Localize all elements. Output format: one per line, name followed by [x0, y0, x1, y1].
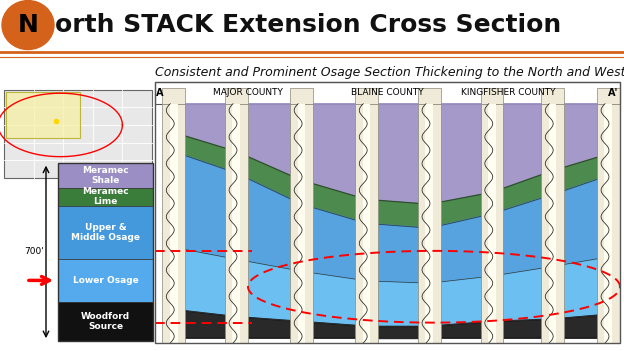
- Bar: [363, 104, 371, 343]
- Polygon shape: [553, 314, 608, 338]
- Bar: [597, 88, 620, 104]
- Polygon shape: [366, 326, 429, 338]
- Bar: [6, 92, 80, 138]
- Polygon shape: [366, 199, 429, 228]
- Bar: [356, 88, 378, 104]
- Bar: [298, 104, 305, 343]
- Polygon shape: [366, 223, 429, 283]
- Bar: [481, 104, 504, 343]
- Text: 700': 700': [24, 247, 44, 256]
- Polygon shape: [429, 276, 492, 326]
- Polygon shape: [301, 104, 366, 199]
- Polygon shape: [301, 204, 366, 281]
- Polygon shape: [553, 104, 608, 171]
- Text: Upper &
Middle Osage: Upper & Middle Osage: [71, 223, 140, 242]
- Text: Meramec
Lime: Meramec Lime: [82, 187, 129, 206]
- Bar: [290, 104, 313, 343]
- Bar: [58, 163, 153, 188]
- Bar: [58, 206, 153, 259]
- Bar: [542, 88, 563, 104]
- Polygon shape: [236, 104, 301, 180]
- Bar: [225, 104, 248, 343]
- Polygon shape: [173, 152, 236, 259]
- Bar: [155, 82, 620, 104]
- Text: BLAINE COUNTY: BLAINE COUNTY: [351, 88, 424, 97]
- Polygon shape: [492, 195, 553, 276]
- Polygon shape: [492, 319, 553, 338]
- Text: orth STACK Extension Cross Section: orth STACK Extension Cross Section: [55, 13, 561, 37]
- Text: A: A: [156, 88, 163, 98]
- Bar: [290, 88, 313, 104]
- Bar: [58, 302, 153, 341]
- Bar: [162, 88, 185, 104]
- Text: Woodford
Source: Woodford Source: [81, 312, 130, 331]
- Polygon shape: [301, 322, 366, 338]
- Bar: [542, 104, 563, 343]
- Polygon shape: [301, 180, 366, 223]
- Polygon shape: [236, 259, 301, 322]
- Polygon shape: [173, 132, 236, 173]
- Polygon shape: [429, 192, 492, 228]
- Polygon shape: [236, 317, 301, 338]
- Polygon shape: [236, 173, 301, 271]
- Polygon shape: [429, 104, 492, 204]
- Bar: [605, 104, 612, 343]
- Polygon shape: [366, 281, 429, 326]
- Polygon shape: [492, 171, 553, 214]
- Text: Meramec
Shale: Meramec Shale: [82, 166, 129, 185]
- Bar: [225, 88, 248, 104]
- Text: N: N: [17, 13, 39, 37]
- Bar: [162, 104, 185, 343]
- Polygon shape: [173, 247, 236, 317]
- Text: Consistent and Prominent Osage Section Thickening to the North and West: Consistent and Prominent Osage Section T…: [155, 66, 624, 79]
- Bar: [4, 90, 152, 178]
- Text: KINGFISHER COUNTY: KINGFISHER COUNTY: [461, 88, 555, 97]
- Bar: [58, 188, 153, 206]
- Text: Lower Osage: Lower Osage: [72, 276, 139, 285]
- Text: MAJOR COUNTY: MAJOR COUNTY: [213, 88, 283, 97]
- Polygon shape: [236, 152, 301, 204]
- Bar: [548, 104, 557, 343]
- Polygon shape: [492, 104, 553, 192]
- Bar: [58, 163, 153, 341]
- Polygon shape: [429, 322, 492, 338]
- Bar: [356, 104, 378, 343]
- Bar: [170, 104, 177, 343]
- Polygon shape: [492, 266, 553, 322]
- Polygon shape: [553, 154, 608, 195]
- Bar: [155, 104, 620, 343]
- Text: A': A': [608, 88, 618, 98]
- Polygon shape: [366, 104, 429, 204]
- Bar: [58, 259, 153, 302]
- Bar: [155, 82, 620, 343]
- Polygon shape: [553, 257, 608, 319]
- Polygon shape: [553, 176, 608, 266]
- Bar: [426, 104, 433, 343]
- Polygon shape: [173, 310, 236, 338]
- Bar: [233, 104, 240, 343]
- Bar: [418, 104, 441, 343]
- Ellipse shape: [2, 1, 54, 49]
- Bar: [481, 88, 504, 104]
- Polygon shape: [429, 214, 492, 283]
- Bar: [418, 88, 441, 104]
- Polygon shape: [173, 104, 236, 152]
- Bar: [488, 104, 496, 343]
- Bar: [597, 104, 620, 343]
- Polygon shape: [301, 271, 366, 326]
